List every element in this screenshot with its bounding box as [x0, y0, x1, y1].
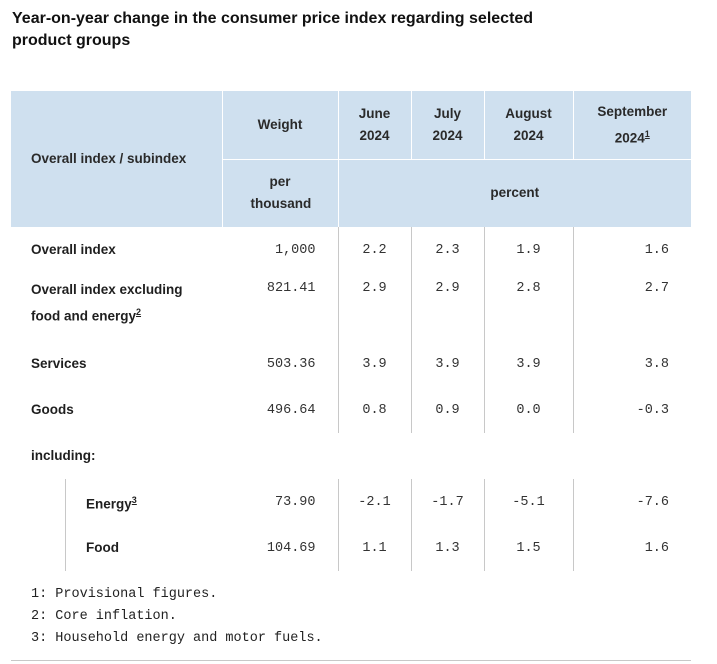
row-value: 1.9 — [484, 227, 574, 273]
header-month-line2: 2024 — [513, 127, 544, 143]
row-label: Energy3 — [11, 479, 222, 525]
table-row: Overall index excluding food and energy2… — [11, 273, 691, 341]
row-value: -0.3 — [636, 402, 669, 418]
row-value: 1.6 — [644, 242, 669, 258]
header-month-june: June 2024 — [338, 91, 412, 160]
row-value: 0.8 — [338, 387, 412, 433]
header-month-july: July 2024 — [411, 91, 485, 160]
header-percent: percent — [490, 185, 540, 201]
row-value: 3.8 — [644, 356, 669, 372]
row-label: Overall index — [31, 242, 116, 257]
row-label-line2: food and energy — [31, 308, 137, 324]
footnote-ref-2: 2 — [136, 307, 142, 317]
header-month-line2: 2024 — [432, 127, 463, 143]
row-value: -7.6 — [636, 494, 669, 510]
row-weight: 104.69 — [222, 525, 339, 571]
row-label-text: Energy — [86, 496, 132, 512]
footnote: 3: Household energy and motor fuels. — [31, 631, 323, 646]
row-value: 1.1 — [338, 525, 412, 571]
row-label-text: Food — [86, 540, 119, 555]
row-label-line1: Overall index excluding — [31, 282, 183, 297]
footnotes: 1: Provisional figures. 2: Core inflatio… — [31, 584, 323, 650]
row-label: Food — [11, 525, 222, 571]
row-value: 2.9 — [338, 273, 412, 341]
row-value: 1.5 — [484, 525, 574, 571]
row-value: 3.9 — [484, 341, 574, 387]
row-value: 3.9 — [338, 341, 412, 387]
header-month-line2: 2024 — [614, 130, 645, 145]
table-row: Food 104.69 1.1 1.3 1.5 1.6 — [11, 525, 691, 571]
row-label: Services — [31, 356, 87, 371]
row-value: 2.8 — [484, 273, 574, 341]
table-row: Energy3 73.90 -2.1 -1.7 -5.1 -7.6 — [11, 479, 691, 525]
row-value: 2.7 — [644, 281, 669, 296]
row-label: Goods — [31, 402, 74, 417]
cpi-table: Overall index / subindex Weight June 202… — [11, 91, 691, 571]
header-row-label: Overall index / subindex — [11, 91, 223, 227]
row-value: 2.9 — [411, 273, 485, 341]
row-label: Overall index excluding food and energy2 — [11, 273, 222, 341]
row-weight: 496.64 — [222, 387, 339, 433]
footnote-ref-3: 3 — [131, 494, 137, 505]
row-weight: 503.36 — [222, 341, 339, 387]
header-month-line1: September — [597, 103, 668, 119]
row-value: 1.6 — [644, 540, 669, 556]
table-row: Goods 496.64 0.8 0.9 0.0 -0.3 — [11, 387, 691, 433]
table-title: Year-on-year change in the consumer pric… — [12, 10, 534, 49]
footnote: 1: Provisional figures. — [31, 587, 218, 602]
header-month-line1: June — [358, 105, 391, 121]
row-value: 2.3 — [411, 227, 485, 273]
row-value: -5.1 — [484, 479, 574, 525]
table-row: Overall index 1,000 2.2 2.3 1.9 1.6 — [11, 227, 691, 273]
header-month-line2: 2024 — [359, 127, 390, 143]
header-month-line1: August — [505, 105, 552, 121]
row-value: -2.1 — [338, 479, 412, 525]
row-value: 1.3 — [411, 525, 485, 571]
indent-divider — [65, 479, 66, 525]
row-value: 3.9 — [411, 341, 485, 387]
including-row: including: — [11, 433, 691, 479]
row-weight: 821.41 — [222, 273, 339, 341]
header-weight-unit: per thousand — [222, 159, 339, 227]
footnote: 2: Core inflation. — [31, 609, 177, 624]
footnote-ref-1: 1 — [644, 128, 650, 139]
header-month-line1: July — [433, 105, 461, 121]
header-weight: Weight — [222, 91, 339, 160]
row-weight: 1,000 — [222, 227, 339, 273]
row-value: 0.9 — [411, 387, 485, 433]
including-label: including: — [31, 448, 96, 463]
bottom-divider — [11, 660, 691, 661]
header-month-august: August 2024 — [484, 91, 574, 160]
row-value: -1.7 — [411, 479, 485, 525]
row-value: 0.0 — [484, 387, 574, 433]
row-weight: 73.90 — [222, 479, 339, 525]
indent-divider — [65, 525, 66, 571]
table-row: Services 503.36 3.9 3.9 3.9 3.8 — [11, 341, 691, 387]
row-value: 2.2 — [338, 227, 412, 273]
header-month-september: September 20241 — [573, 91, 691, 160]
